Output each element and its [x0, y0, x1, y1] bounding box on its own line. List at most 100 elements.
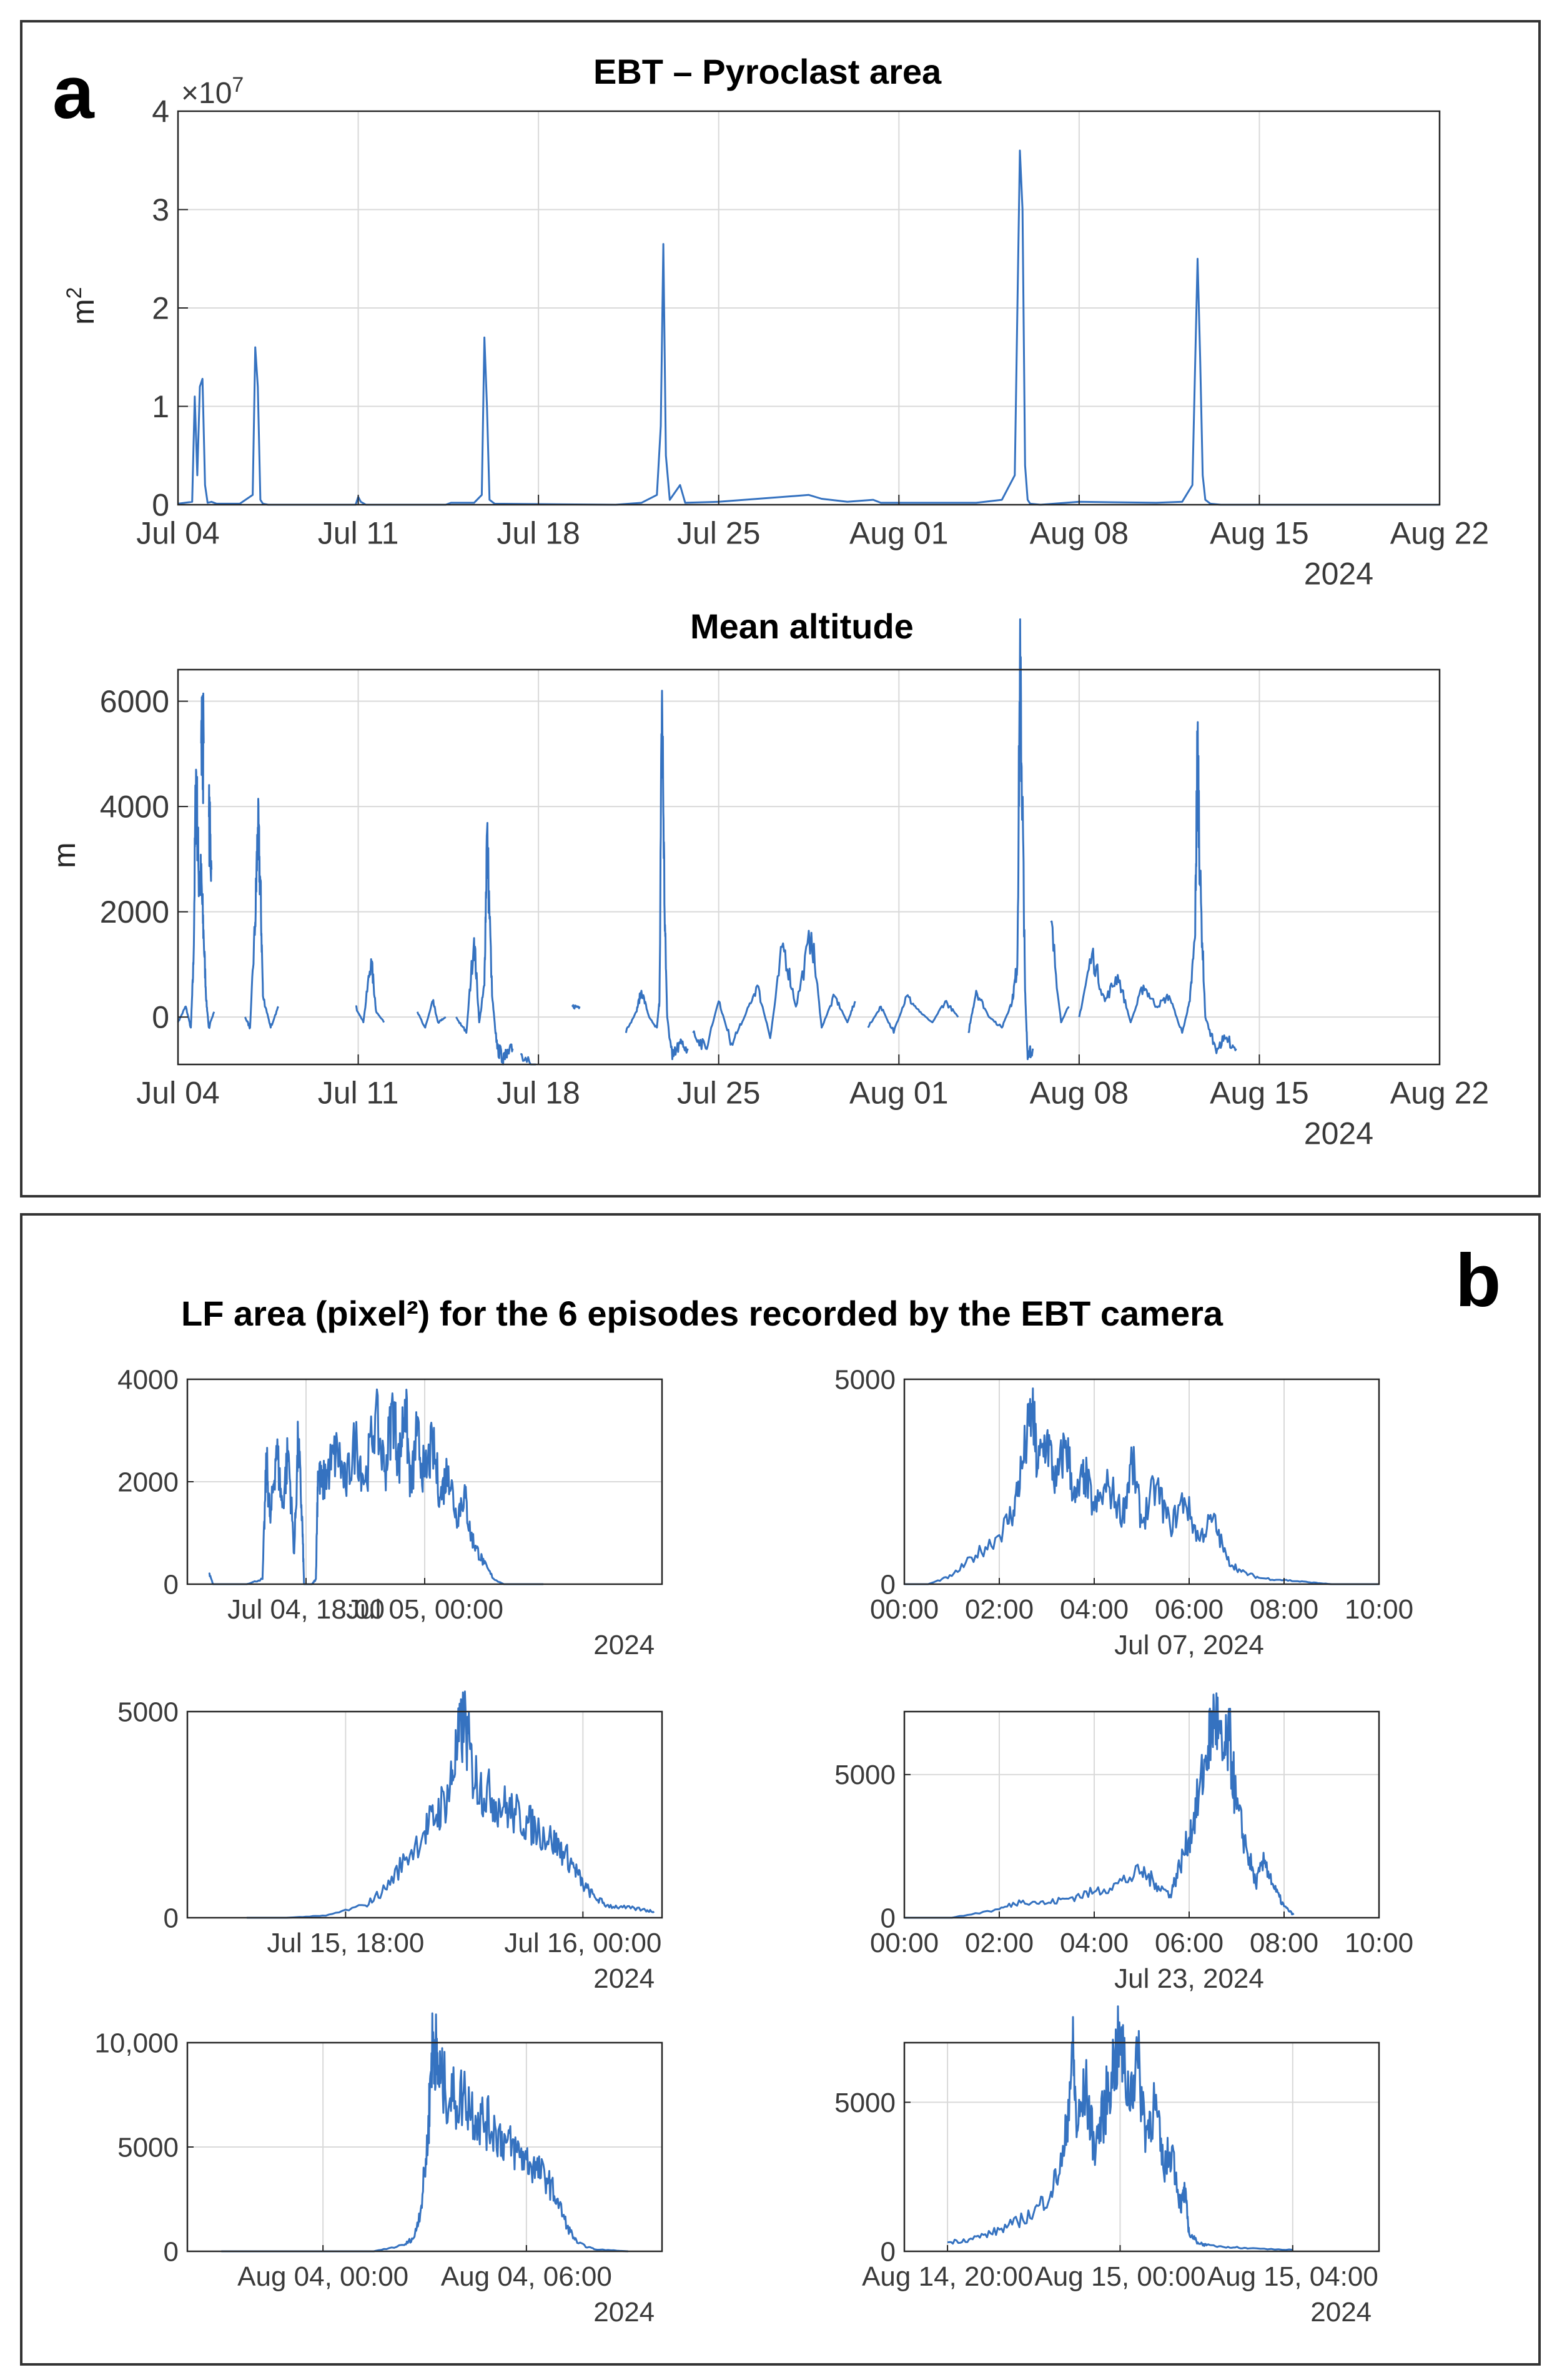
x-tick-label: Aug 22 — [1390, 1076, 1489, 1111]
series-line — [867, 994, 959, 1034]
x-tick-label: 02:00 — [965, 1928, 1034, 1958]
series-line — [247, 1690, 655, 1919]
y-tick-label: 5000 — [834, 1760, 896, 1790]
x-axis-date-label: 2024 — [1304, 557, 1373, 592]
y-tick-label: 2000 — [117, 1467, 179, 1497]
x-tick-label: Jul 11 — [318, 516, 399, 551]
series-line — [571, 1004, 581, 1009]
series-line — [625, 690, 689, 1061]
series-line — [692, 930, 856, 1050]
series-line — [455, 821, 514, 1066]
y-tick-label: 5000 — [834, 1364, 896, 1395]
y-tick-label: 4000 — [117, 1364, 179, 1395]
chart-a1-title: EBT – Pyroclast area — [593, 52, 942, 91]
x-tick-label: Aug 04, 00:00 — [237, 2261, 408, 2292]
series-line — [177, 768, 215, 1029]
series-line — [208, 1388, 543, 1585]
x-tick-label: Aug 22 — [1390, 516, 1489, 551]
y-tick-label: 5000 — [834, 2088, 896, 2118]
x-axis-date-label: 2024 — [1310, 2297, 1372, 2328]
series-line — [1078, 721, 1237, 1054]
y-tick-label: 5000 — [117, 2132, 179, 2163]
series-line — [1050, 920, 1070, 1024]
x-tick-label: 10:00 — [1345, 1928, 1413, 1958]
x-tick-label: Jul 25 — [677, 1076, 760, 1111]
x-tick-label: Aug 01 — [849, 516, 948, 551]
y-tick-label: 2 — [152, 291, 169, 326]
y-tick-label: 10,000 — [94, 2028, 179, 2058]
series-line — [904, 1387, 1379, 1585]
x-axis-date-label: 2024 — [593, 1963, 655, 1994]
y-tick-label: 0 — [152, 1000, 169, 1035]
x-tick-label: Aug 15 — [1210, 516, 1308, 551]
panel-b-letter: b — [1455, 1239, 1501, 1322]
x-axis-date-label: Jul 07, 2024 — [1114, 1630, 1264, 1660]
chart-b2: 00:00 02:00 04:00 06:00 08:00 10:00 0 5000 Jul 0… — [834, 1364, 1413, 1660]
panel-b-title: LF area (pixel²) for the 6 episodes reco… — [181, 1294, 1223, 1333]
chart-a1: Jul 04 Jul 11 Jul 18 Jul 25 Aug 01 Aug 08 Aug … — [136, 94, 1489, 592]
chart-b4: 00:00 02:00 04:00 06:00 08:00 10:00 0 5000 Jul 2… — [834, 1692, 1413, 1994]
x-axis-date-label: 2024 — [1304, 1116, 1373, 1151]
axes-box — [903, 2041, 1380, 2253]
x-tick-label: 04:00 — [1060, 1594, 1129, 1625]
x-tick-label: Jul 18 — [497, 1076, 580, 1111]
x-tick-label: Aug 08 — [1030, 516, 1129, 551]
panel-a-frame — [20, 20, 1541, 1197]
series-line — [177, 149, 1440, 506]
y-tick-label: 0 — [881, 1903, 896, 1933]
y-tick-label: 5000 — [117, 1697, 179, 1727]
x-tick-label: Aug 15 — [1210, 1076, 1308, 1111]
x-tick-label: Jul 15, 18:00 — [267, 1928, 424, 1958]
chart-a2: Jul 04 Jul 11 Jul 18 Jul 25 Aug 01 Aug 08 Aug … — [100, 618, 1489, 1151]
chart-a2-title: Mean altitude — [690, 607, 914, 646]
y-tick-label: 0 — [164, 2236, 179, 2267]
chart-b6: Aug 14, 20:00 Aug 15, 00:00 Aug 15, 04:00 0… — [834, 2005, 1380, 2328]
x-tick-label: Aug 15, 00:00 — [1034, 2261, 1205, 2292]
x-tick-label: 10:00 — [1345, 1594, 1413, 1625]
x-tick-label: Aug 15, 04:00 — [1207, 2261, 1378, 2292]
y-tick-label: 4 — [152, 94, 169, 129]
axes-box — [186, 1710, 663, 1919]
x-tick-label: Aug 01 — [849, 1076, 948, 1111]
y-tick-label: 0 — [164, 1903, 179, 1933]
axes-box — [177, 668, 1441, 1066]
x-tick-label: Jul 11 — [318, 1076, 399, 1111]
x-tick-label: 04:00 — [1060, 1928, 1129, 1958]
x-axis-date-label: 2024 — [593, 1630, 655, 1660]
series-line — [200, 692, 205, 805]
series-line — [520, 1053, 536, 1066]
series-line — [416, 999, 447, 1029]
axes-box — [903, 1710, 1380, 1919]
chart-b5: Aug 04, 00:00 Aug 04, 06:00 0 5000 10,000 202… — [94, 2012, 663, 2328]
x-tick-label: Jul 25 — [677, 516, 760, 551]
series-line — [208, 784, 213, 882]
x-tick-label: Aug 14, 20:00 — [862, 2261, 1033, 2292]
chart-b3: Jul 15, 18:00 Jul 16, 00:00 0 5000 2024 — [117, 1690, 663, 1994]
x-axis-date-label: Jul 23, 2024 — [1114, 1963, 1264, 1994]
panel-a-letter: a — [52, 51, 94, 134]
x-tick-label: Jul 16, 00:00 — [504, 1928, 661, 1958]
x-tick-label: 06:00 — [1155, 1928, 1223, 1958]
y-tick-label: 0 — [152, 488, 169, 523]
x-tick-label: Jul 04 — [136, 1076, 219, 1111]
y-tick-label: 1 — [152, 389, 169, 424]
series-line — [904, 1692, 1295, 1919]
y-tick-label: 0 — [881, 1569, 896, 1600]
axes-box — [903, 1378, 1380, 1585]
y-tick-label: 2000 — [100, 895, 169, 930]
y-tick-label: 6000 — [100, 684, 169, 719]
y-tick-label: 0 — [164, 1569, 179, 1600]
chart-a1-exponent: ×107 — [181, 73, 244, 110]
x-tick-label: 06:00 — [1155, 1594, 1223, 1625]
y-tick-label: 0 — [881, 2236, 896, 2267]
x-tick-label: Jul 18 — [497, 516, 580, 551]
x-tick-label: 00:00 — [870, 1594, 939, 1625]
x-tick-label: 00:00 — [870, 1928, 939, 1958]
x-tick-label: 08:00 — [1250, 1594, 1318, 1625]
chart-a2-ylabel: m — [47, 842, 82, 868]
series-line — [967, 618, 1034, 1061]
y-tick-label: 4000 — [100, 790, 169, 825]
series-line — [244, 798, 279, 1029]
